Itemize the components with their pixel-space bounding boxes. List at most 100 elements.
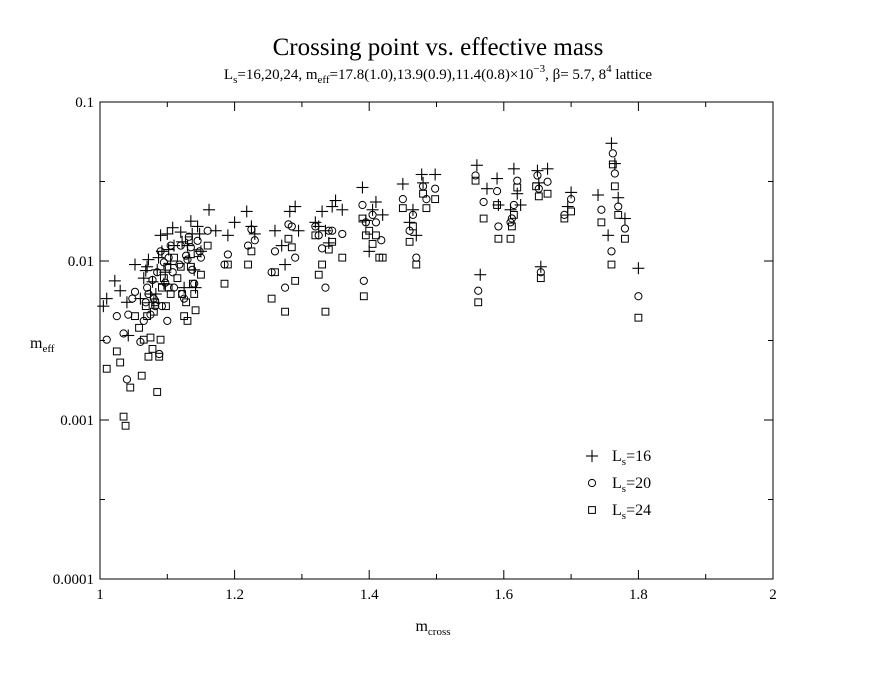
data-point-plus: [474, 268, 487, 281]
data-point-square: [182, 298, 191, 307]
data-point-plus: [470, 159, 483, 172]
data-point-square: [359, 292, 368, 301]
data-point-square: [176, 262, 185, 271]
data-point-circle: [607, 247, 616, 256]
data-point-circle: [156, 247, 165, 256]
data-point-circle: [359, 276, 368, 285]
y-tick-label: 0.001: [60, 413, 94, 429]
y-tick-label: 0.0001: [53, 572, 94, 588]
data-point-circle: [509, 200, 518, 210]
data-point-square: [543, 189, 552, 198]
data-point-circle: [128, 294, 137, 303]
data-point-plus: [283, 205, 296, 218]
data-point-circle: [534, 184, 543, 193]
data-point-plus: [146, 275, 159, 288]
data-point-plus: [632, 262, 645, 275]
data-point-square: [338, 253, 347, 262]
data-point-circle: [112, 312, 121, 321]
data-point-plus: [366, 203, 379, 216]
data-point-plus: [151, 263, 164, 276]
data-point-circle: [130, 287, 140, 296]
data-point-square: [560, 214, 569, 223]
y-axis-label: meff: [30, 335, 55, 355]
data-point-circle: [328, 226, 337, 235]
data-point-square: [173, 274, 182, 283]
data-point-circle: [250, 236, 259, 245]
data-point-square: [112, 347, 121, 356]
data-point-circle: [608, 149, 617, 158]
y-axis-label-main: m: [30, 335, 43, 352]
axis-ticks: [99, 101, 774, 580]
subtitle-part-3: =17.8(1.0),13.9(0.9),11.4(0.8)×10: [330, 67, 534, 83]
data-point-circle: [155, 349, 164, 359]
data-point-square: [321, 307, 330, 316]
data-point-plus: [531, 164, 544, 177]
data-point-square: [378, 253, 387, 262]
data-point-square: [532, 182, 541, 191]
data-point-square: [186, 262, 195, 271]
data-point-plus: [174, 226, 187, 239]
data-point-circle: [291, 253, 300, 262]
chart-title: Crossing point vs. effective mass: [273, 34, 604, 61]
data-point-square: [163, 262, 172, 271]
data-point-square: [271, 268, 279, 277]
data-point-circle: [398, 195, 407, 204]
data-point-plus: [114, 284, 127, 297]
data-point-circle: [431, 184, 440, 193]
data-point-square: [144, 352, 153, 361]
data-point-circle: [119, 329, 128, 338]
data-point-plus: [612, 191, 625, 204]
data-point-circle: [513, 176, 522, 185]
x-axis-label: mcross: [415, 618, 450, 638]
y-axis-label-sub: eff: [42, 343, 54, 355]
data-point-square: [419, 189, 427, 198]
data-point-circle: [474, 286, 483, 295]
data-point-square: [494, 234, 503, 243]
subtitle-part-1-sub: s: [233, 74, 237, 86]
data-point-square: [116, 358, 125, 367]
data-point-square: [284, 234, 293, 243]
data-point-plus: [141, 260, 154, 273]
data-point-square: [287, 243, 296, 252]
data-point-square: [365, 226, 374, 235]
data-point-square: [220, 279, 229, 288]
data-point-circle: [492, 187, 502, 196]
data-point-square: [614, 210, 623, 219]
data-point-square: [422, 204, 431, 213]
data-point-circle: [377, 236, 386, 245]
data-point-square: [513, 183, 522, 192]
data-point-circle: [164, 253, 173, 262]
data-point-plus: [329, 194, 342, 207]
data-point-plus: [410, 229, 423, 242]
data-point-circle: [533, 171, 542, 180]
data-point-square: [471, 176, 480, 185]
data-point-square: [372, 231, 380, 240]
data-point-square: [131, 312, 139, 321]
data-point-plus: [203, 203, 216, 216]
data-point-circle: [317, 244, 327, 253]
data-point-circle: [270, 247, 280, 256]
legend-marker-square: [588, 506, 596, 514]
data-point-plus: [275, 239, 288, 252]
data-point-square: [197, 270, 205, 279]
subtitle-part-2: =16,20,24, m: [237, 67, 317, 83]
data-point-square: [607, 260, 616, 269]
data-point-plus: [396, 177, 409, 190]
legend-marker-circle: [587, 478, 597, 488]
data-point-square: [412, 260, 421, 269]
data-point-square: [507, 222, 516, 231]
data-point-circle: [634, 292, 643, 301]
data-point-circle: [321, 283, 330, 292]
data-point-circle: [166, 241, 175, 250]
data-point-plus: [605, 137, 618, 150]
data-point-plus: [97, 300, 110, 313]
data-point-square: [121, 421, 130, 430]
data-point-square: [155, 352, 164, 361]
data-point-circle: [543, 177, 552, 186]
data-point-square: [409, 222, 417, 231]
subtitle-part-3-sup: −3: [533, 63, 545, 75]
data-point-plus: [128, 258, 141, 271]
data-point-square: [368, 240, 377, 248]
data-point-square: [184, 236, 193, 245]
data-point-circle: [471, 171, 480, 180]
